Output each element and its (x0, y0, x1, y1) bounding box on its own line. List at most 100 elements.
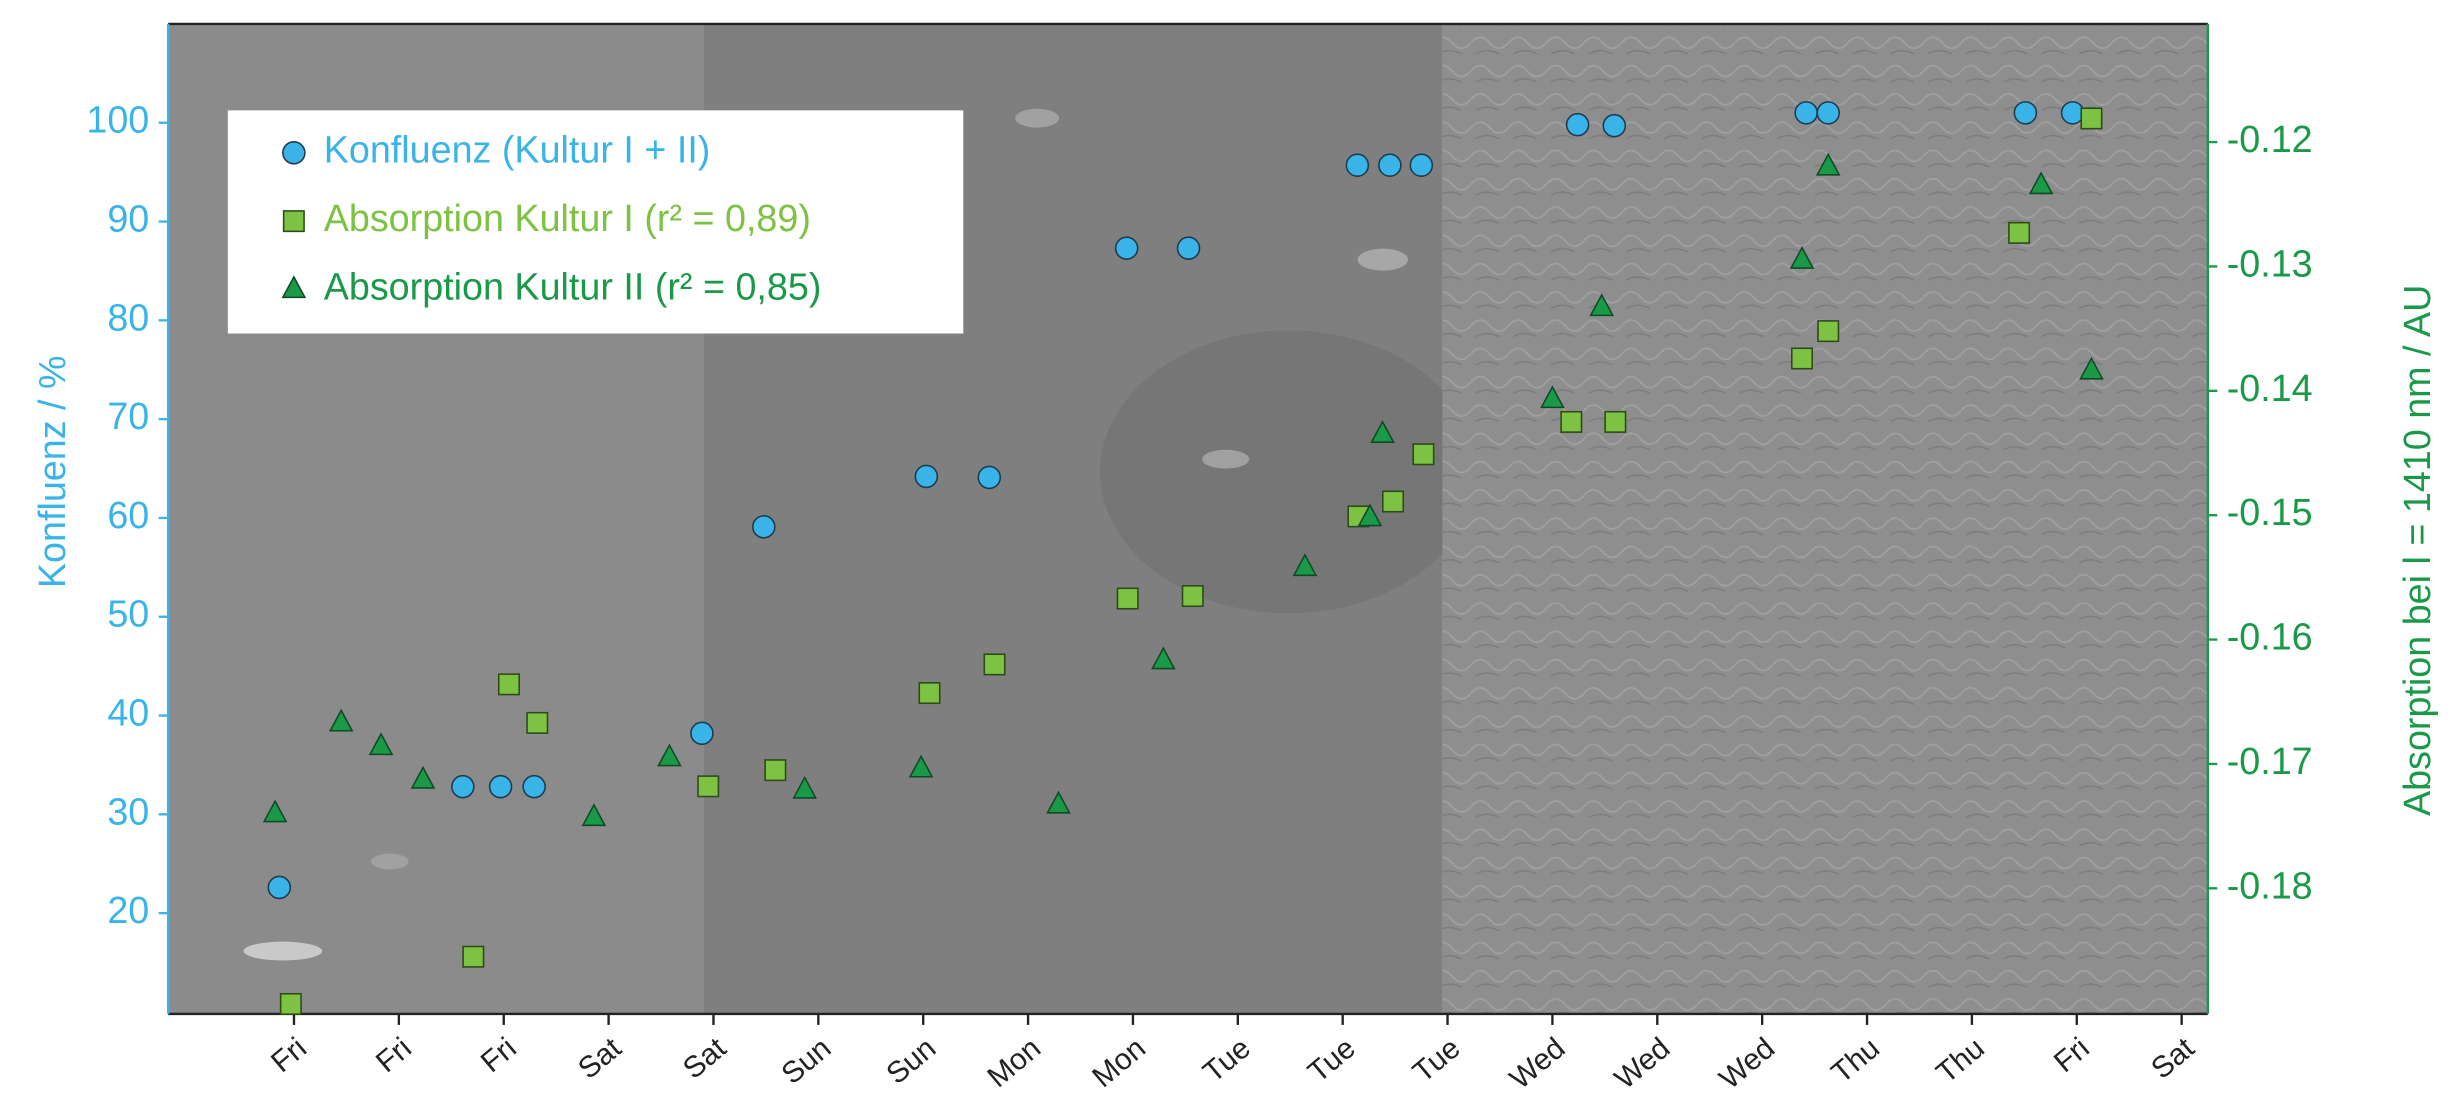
point (1292, 553, 1318, 577)
point (764, 759, 787, 782)
point (1817, 320, 1840, 343)
point (1540, 385, 1565, 409)
y-tick-label: 20 (107, 889, 149, 931)
x-tick-label: Tue (1302, 1031, 1362, 1089)
point (914, 464, 939, 489)
point (1560, 410, 1583, 433)
point (1604, 410, 1627, 433)
x-tick-label: Thu (1930, 1031, 1991, 1089)
legend-label: Absorption Kultur I (r² = 0,89) (324, 197, 811, 239)
y2-tick-label: -0.17 (2227, 740, 2313, 782)
x-tick-label: Sun (880, 1031, 942, 1090)
point (2060, 101, 2085, 125)
x-tick-label: Mon (981, 1031, 1047, 1094)
y-tick-label: 50 (107, 593, 149, 635)
point (2028, 171, 2054, 195)
legend-box (227, 110, 964, 334)
point (1114, 236, 1139, 260)
y2-axis-label: Absorption bei l = 1410 nm / AU (2396, 285, 2438, 816)
x-tick-label: Sat (677, 1031, 733, 1086)
point (368, 732, 394, 756)
point (697, 775, 720, 798)
x-tick-label: Tue (1407, 1031, 1467, 1089)
x-tick-label: Thu (1825, 1031, 1886, 1089)
point (1409, 153, 1434, 178)
x-tick-label: Fri (2048, 1031, 2096, 1079)
x-tick-label: Fri (370, 1031, 418, 1079)
point (690, 721, 714, 746)
point (752, 515, 776, 539)
point (1378, 153, 1402, 178)
point (1589, 293, 1615, 317)
point (792, 775, 818, 799)
point (2013, 101, 2038, 125)
x-tick-label: Mon (1086, 1031, 1152, 1094)
point (1789, 246, 1815, 269)
y2-tick-label: -0.12 (2227, 118, 2313, 160)
x-tick-label: Wed (1504, 1031, 1572, 1095)
legend-label: Konfluenz (Kultur I + II) (324, 129, 711, 171)
point (451, 774, 475, 799)
point (918, 682, 941, 705)
y2-tick-label: -0.16 (2227, 616, 2313, 658)
point (1794, 101, 1818, 125)
point (1815, 152, 1841, 176)
point (1791, 347, 1814, 370)
point (488, 774, 513, 799)
y-tick-label: 90 (107, 198, 149, 240)
legend-marker (282, 141, 306, 165)
y-tick-label: 80 (107, 296, 149, 338)
point (526, 711, 549, 734)
y2-tick-label: -0.18 (2227, 864, 2313, 906)
y2-tick-label: -0.13 (2227, 242, 2313, 284)
y-tick-label: 30 (107, 790, 149, 832)
legend-marker (282, 210, 305, 233)
y-tick-label: 40 (107, 692, 149, 734)
point (267, 875, 292, 900)
y2-tick-label: -0.14 (2227, 367, 2313, 409)
point (1181, 585, 1204, 608)
point (1565, 112, 1590, 137)
point (262, 799, 288, 823)
point (328, 708, 354, 732)
point (977, 465, 1002, 490)
point (581, 803, 607, 827)
y-tick-label: 60 (107, 494, 149, 536)
point (2080, 107, 2103, 130)
point (1357, 503, 1383, 527)
point (1345, 153, 1370, 178)
y2-tick-label: -0.15 (2227, 491, 2313, 533)
point (1816, 101, 1841, 125)
point (908, 754, 934, 778)
x-tick-label: Sun (775, 1031, 837, 1090)
point (410, 765, 436, 789)
point (1046, 790, 1071, 814)
legend-marker (281, 275, 307, 299)
point (1382, 490, 1405, 513)
point (522, 774, 546, 799)
x-tick-label: Wed (1608, 1031, 1676, 1095)
point (497, 673, 520, 696)
y-tick-label: 70 (107, 395, 149, 437)
x-tick-label: Fri (265, 1031, 313, 1079)
point (657, 743, 682, 767)
x-tick-label: Tue (1197, 1031, 1257, 1089)
x-tick-label: Sat (572, 1031, 628, 1086)
point (1412, 443, 1435, 466)
point (2008, 221, 2031, 244)
point (1116, 587, 1139, 610)
x-tick-label: Wed (1713, 1031, 1781, 1095)
point (983, 653, 1006, 676)
point (1602, 113, 1627, 138)
x-tick-label: Sat (2145, 1031, 2201, 1086)
point (1176, 236, 1201, 260)
x-tick-label: Fri (475, 1031, 523, 1079)
y-tick-label: 100 (86, 99, 149, 141)
point (1370, 420, 1395, 443)
background-image (168, 23, 2208, 1014)
legend-label: Absorption Kultur II (r² = 0,85) (324, 265, 822, 307)
point (462, 945, 485, 968)
y-axis-label: Konfluenz / % (31, 355, 73, 588)
